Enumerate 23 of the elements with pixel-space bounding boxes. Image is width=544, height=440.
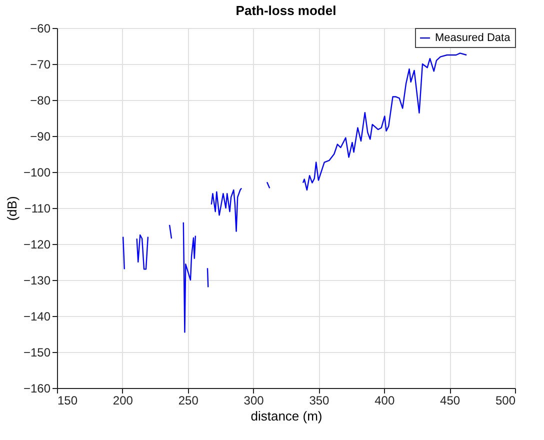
y-tick-label: −100: [23, 166, 51, 180]
x-tick-label: 300: [244, 394, 264, 408]
chart-title: Path-loss model: [236, 3, 336, 18]
y-tick-label: −130: [23, 274, 51, 288]
x-tick-label: 150: [58, 394, 78, 408]
y-tick-label: −80: [30, 94, 51, 108]
y-tick-label: −120: [23, 238, 51, 252]
y-axis-title: (dB): [4, 196, 20, 221]
y-tick-label: −60: [30, 22, 51, 36]
x-tick-label: 450: [440, 394, 460, 408]
x-tick-label: 400: [374, 394, 395, 408]
y-tick-label: −90: [30, 130, 51, 144]
y-tick-label: −150: [23, 346, 51, 360]
x-tick-label: 200: [112, 394, 134, 408]
legend-label: Measured Data: [435, 32, 512, 44]
y-tick-label: −140: [23, 310, 51, 324]
y-tick-label: −110: [24, 202, 51, 216]
y-tick-label: −160: [23, 382, 51, 396]
x-tick-label: 350: [309, 394, 330, 408]
y-tick-label: −70: [30, 58, 51, 72]
x-axis-title: distance (m): [250, 408, 322, 424]
x-tick-label: 250: [178, 394, 199, 408]
x-tick-label: 500: [495, 394, 516, 408]
